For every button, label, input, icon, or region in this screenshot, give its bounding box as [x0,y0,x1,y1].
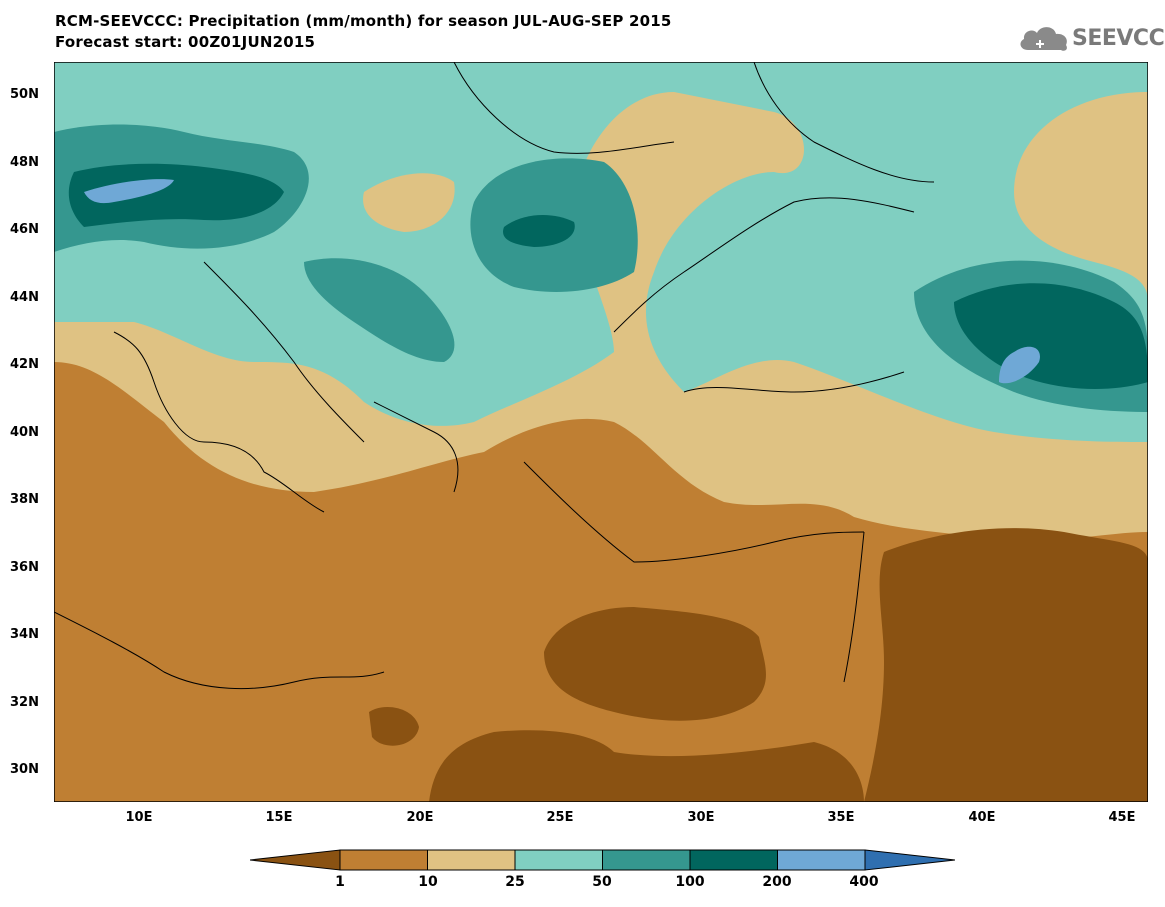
logo-text: SEEVCCC [1072,26,1165,51]
lon-label: 20E [406,810,434,825]
colorbar-level-label: 1 [335,874,345,890]
lat-label: 42N [10,357,39,372]
lat-label: 50N [10,87,39,102]
lat-label: 46N [10,222,39,237]
colorbar-level-label: 400 [849,874,879,890]
colorbar-segment [602,849,691,871]
lat-label: 38N [10,492,39,507]
lon-label: 40E [968,810,996,825]
precipitation-colorbar [250,849,955,871]
field-1-10-south [54,362,1148,802]
precipitation-map [54,62,1148,802]
lon-label: 45E [1108,810,1136,825]
lat-label: 36N [10,560,39,575]
field-50-100-balkans [304,258,455,362]
lon-label: 10E [125,810,153,825]
field-200-400-alps [84,179,174,204]
lat-label: 32N [10,695,39,710]
field-below-1-east [864,528,1148,802]
seevccc-logo: SEEVCCC [1016,22,1165,56]
lat-label: 34N [10,627,39,642]
field-200-400-caucasus [999,346,1040,384]
colorbar-level-label: 100 [675,874,705,890]
colorbar-level-label: 10 [418,874,438,890]
colorbar-level-label: 200 [762,874,792,890]
field-100-200-carpathians [503,215,575,247]
cloud-icon [1020,27,1067,51]
colorbar-level-label: 25 [505,874,525,890]
lat-label: 30N [10,762,39,777]
colorbar-segment [777,849,866,871]
colorbar-level-label: 50 [592,874,612,890]
lat-label: 40N [10,425,39,440]
lat-label: 44N [10,290,39,305]
lon-label: 35E [827,810,855,825]
lon-label: 15E [265,810,293,825]
colorbar-segment [339,849,428,871]
coastlines-borders [54,62,935,690]
lon-label: 30E [687,810,715,825]
field-below-1-sahara [429,730,864,802]
field-100-200-alps [68,163,284,227]
lat-label: 48N [10,155,39,170]
colorbar-segment [689,849,778,871]
colorbar-segment [514,849,603,871]
field-below-1-libya [369,707,419,746]
colorbar-segment [864,849,955,871]
field-25-50-north-inner [363,173,455,232]
forecast-start: Forecast start: 00Z01JUN2015 [55,33,316,51]
map-title: RCM-SEEVCCC: Precipitation (mm/month) fo… [55,12,672,30]
colorbar-segment [250,849,341,871]
field-25-50-north [54,62,1148,442]
field-100-200-caucasus [954,283,1148,389]
lon-label: 25E [546,810,574,825]
colorbar-segment [427,849,516,871]
field-below-1-aegean [544,607,766,721]
